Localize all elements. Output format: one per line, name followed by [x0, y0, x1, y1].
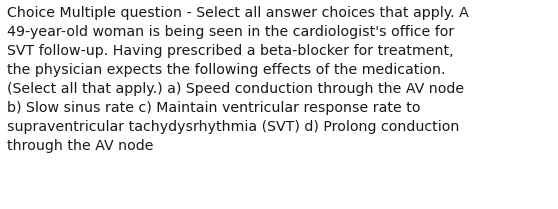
Text: Choice Multiple question - Select all answer choices that apply. A
49-year-old w: Choice Multiple question - Select all an…	[7, 6, 469, 153]
